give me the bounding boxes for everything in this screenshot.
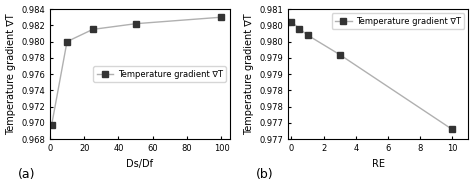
X-axis label: Ds/Df: Ds/Df <box>127 159 154 169</box>
Temperature gradient ∇T <box>305 34 310 36</box>
Text: (a): (a) <box>18 168 35 181</box>
Temperature gradient ∇T <box>64 40 70 43</box>
Temperature gradient ∇T <box>297 27 302 30</box>
Y-axis label: Temperature gradient ∇T: Temperature gradient ∇T <box>6 13 16 135</box>
Legend: Temperature gradient ∇T: Temperature gradient ∇T <box>332 13 464 29</box>
Temperature gradient ∇T <box>90 28 96 31</box>
Temperature gradient ∇T <box>337 54 343 56</box>
Temperature gradient ∇T <box>133 23 138 25</box>
Temperature gradient ∇T <box>219 16 224 18</box>
Line: Temperature gradient ∇T: Temperature gradient ∇T <box>49 14 224 128</box>
X-axis label: RE: RE <box>372 159 385 169</box>
Temperature gradient ∇T <box>49 124 55 127</box>
Temperature gradient ∇T <box>289 21 294 23</box>
Legend: Temperature gradient ∇T: Temperature gradient ∇T <box>93 66 226 82</box>
Line: Temperature gradient ∇T: Temperature gradient ∇T <box>289 19 455 132</box>
Temperature gradient ∇T <box>449 128 455 131</box>
Text: (b): (b) <box>256 168 273 181</box>
Y-axis label: Temperature gradient ∇T: Temperature gradient ∇T <box>244 13 254 135</box>
